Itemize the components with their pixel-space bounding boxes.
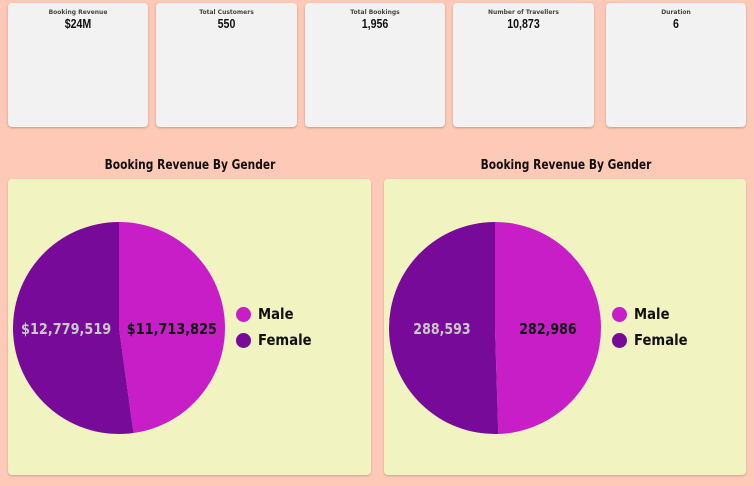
kpi-label: Booking Revenue (48, 9, 108, 16)
legend-right: Male Female (612, 301, 695, 353)
legend-label: Male (634, 305, 670, 323)
kpi-card-duration: Duration 6 (606, 3, 746, 127)
legend-swatch-male (612, 306, 627, 322)
kpi-card-booking-revenue: Booking Revenue $24M (8, 3, 148, 127)
legend-label: Male (258, 305, 294, 323)
pie-slice-male[interactable] (495, 222, 601, 434)
data-label-male: 282,986 (519, 320, 576, 338)
kpi-card-total-customers: Total Customers 550 (156, 3, 297, 127)
data-label-male: $11,713,825 (127, 320, 217, 338)
kpi-value: 6 (673, 17, 679, 31)
legend-item-female[interactable]: Female (236, 327, 319, 353)
kpi-label: Duration (661, 9, 691, 16)
kpi-card-total-bookings: Total Bookings 1,956 (305, 3, 445, 127)
legend-item-male[interactable]: Male (612, 301, 695, 327)
legend-left: Male Female (236, 301, 319, 353)
kpi-value: 550 (217, 17, 236, 31)
pie-chart-right: 282,986 288,593 (388, 222, 601, 434)
pie-chart-left: $11,713,825 $12,779,519 (13, 222, 226, 434)
data-label-female: $12,779,519 (21, 320, 111, 338)
legend-label: Female (634, 331, 688, 349)
kpi-value: 10,873 (507, 17, 540, 31)
legend-label: Female (258, 331, 312, 349)
kpi-label: Number of Travellers (488, 9, 559, 16)
legend-swatch-male (236, 306, 251, 322)
kpi-value: 1,956 (361, 17, 389, 31)
chart-title-left: Booking Revenue By Gender (104, 158, 276, 173)
kpi-label: Total Bookings (350, 9, 400, 16)
chart-panel-right: 282,986 288,593 Male Female (384, 179, 746, 475)
pie-slice-female[interactable] (388, 222, 499, 434)
legend-item-female[interactable]: Female (612, 327, 695, 353)
legend-swatch-female (236, 332, 251, 348)
kpi-value: $24M (64, 17, 92, 31)
legend-item-male[interactable]: Male (236, 301, 319, 327)
chart-title-right: Booking Revenue By Gender (480, 158, 652, 173)
chart-panel-left: $11,713,825 $12,779,519 Male Female (8, 179, 371, 475)
pie-slice-female[interactable] (13, 222, 134, 434)
legend-swatch-female (612, 332, 627, 348)
data-label-female: 288,593 (413, 320, 470, 338)
kpi-label: Total Customers (199, 9, 254, 16)
pie-slice-male[interactable] (119, 222, 226, 434)
kpi-card-number-of-travellers: Number of Travellers 10,873 (453, 3, 594, 127)
